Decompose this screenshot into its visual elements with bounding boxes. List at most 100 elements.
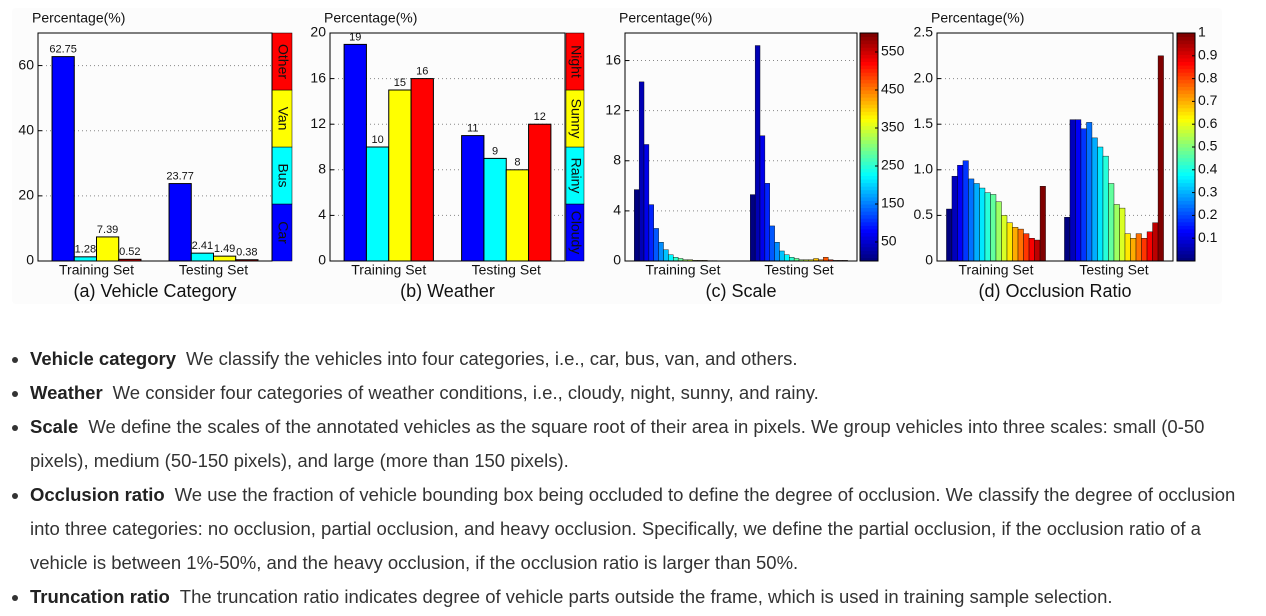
bar bbox=[1091, 137, 1098, 262]
colorbar-cell bbox=[860, 40, 878, 45]
colorbar-cell bbox=[860, 90, 878, 95]
caption: (c) Scale bbox=[705, 281, 776, 301]
plot-frame bbox=[37, 32, 273, 262]
bar bbox=[973, 183, 980, 262]
colorbar-cell bbox=[860, 61, 878, 66]
y-axis-label: Percentage(%) bbox=[619, 10, 712, 26]
bar bbox=[968, 178, 975, 262]
bar bbox=[1119, 207, 1126, 262]
value-label: 0.52 bbox=[119, 246, 140, 258]
colorbar-cell bbox=[860, 82, 878, 87]
colorbar-cell bbox=[860, 239, 878, 244]
colorbar-cell bbox=[860, 211, 878, 216]
colorbar-label: 0.8 bbox=[1198, 69, 1218, 85]
value-label: 7.39 bbox=[97, 224, 118, 236]
term: Scale bbox=[30, 416, 79, 437]
colorbar-label: 1 bbox=[1198, 24, 1206, 40]
bar bbox=[653, 228, 659, 262]
colorbar-cell bbox=[1177, 218, 1195, 223]
colorbar-cell bbox=[860, 118, 878, 123]
y-tick-label: 60 bbox=[18, 56, 34, 72]
colorbar-cell bbox=[860, 139, 878, 144]
colorbar-cell bbox=[1177, 168, 1195, 173]
colorbar-cell bbox=[1177, 68, 1195, 73]
y-tick-label: 0 bbox=[613, 252, 621, 268]
figure-panel bbox=[12, 8, 1222, 304]
bullet: Vehicle category We classify the vehicles… bbox=[30, 342, 1256, 376]
colorbar-cell bbox=[1177, 200, 1195, 205]
bar bbox=[957, 165, 964, 262]
colorbar-label: 350 bbox=[881, 119, 905, 135]
colorbar-cell bbox=[860, 253, 878, 258]
bar bbox=[634, 189, 640, 262]
x-tick-label: Training Set bbox=[351, 262, 426, 278]
colorbar-cell bbox=[1177, 189, 1195, 194]
colorbar-cell bbox=[1177, 143, 1195, 148]
bar bbox=[789, 257, 795, 262]
colorbar-cell bbox=[1177, 136, 1195, 141]
bar bbox=[190, 252, 215, 262]
desc: We consider four categories of weather c… bbox=[112, 382, 819, 403]
x-tick-label: Testing Set bbox=[764, 262, 833, 278]
legend-label: Night bbox=[568, 45, 584, 78]
colorbar-cell bbox=[860, 79, 878, 84]
colorbar-cell bbox=[860, 243, 878, 248]
bar bbox=[1023, 233, 1030, 262]
y-tick-label: 0 bbox=[925, 252, 933, 268]
desc: We classify the vehicles into four categ… bbox=[186, 348, 798, 369]
value-label: 23.77 bbox=[166, 170, 194, 182]
colorbar-cell bbox=[860, 65, 878, 70]
bar bbox=[1130, 237, 1137, 262]
bar bbox=[410, 78, 434, 262]
bar bbox=[1152, 222, 1159, 262]
bar bbox=[1135, 233, 1142, 262]
colorbar-cell bbox=[1177, 232, 1195, 237]
bar bbox=[823, 257, 829, 262]
bar bbox=[1001, 215, 1008, 262]
bullet: Weather We consider four categories of we… bbox=[30, 376, 1256, 410]
bar bbox=[643, 144, 650, 262]
colorbar-label: 0.3 bbox=[1198, 183, 1218, 199]
value-label: 2.41 bbox=[192, 240, 213, 252]
bar bbox=[673, 257, 679, 262]
colorbar-cell bbox=[860, 104, 878, 109]
desc: The truncation ratio indicates degree of… bbox=[179, 586, 1113, 607]
colorbar-cell bbox=[860, 75, 878, 80]
colorbar-cell bbox=[1177, 33, 1195, 38]
bar bbox=[365, 146, 390, 262]
bar bbox=[1080, 128, 1087, 262]
colorbar-cell bbox=[860, 189, 878, 194]
plot-frame bbox=[936, 32, 1174, 262]
colorbar-cell bbox=[860, 175, 878, 180]
colorbar-cell bbox=[1177, 93, 1195, 98]
y-axis-label: Percentage(%) bbox=[32, 10, 125, 26]
colorbar-cell bbox=[1177, 97, 1195, 102]
colorbar-cell bbox=[860, 236, 878, 241]
colorbar-cell bbox=[860, 57, 878, 62]
bar bbox=[73, 256, 97, 262]
bar bbox=[1108, 183, 1115, 262]
colorbar-cell bbox=[860, 186, 878, 191]
bar bbox=[648, 204, 654, 262]
colorbar-cell bbox=[860, 196, 878, 201]
colorbar-cell bbox=[860, 125, 878, 130]
colorbar-cell bbox=[860, 221, 878, 226]
bar bbox=[1012, 227, 1019, 262]
colorbar-cell bbox=[1177, 186, 1195, 191]
bar bbox=[528, 123, 552, 262]
colorbar-cell bbox=[1177, 228, 1195, 233]
colorbar-cell bbox=[1177, 204, 1195, 209]
value-label: 16 bbox=[416, 66, 428, 78]
colorbar-cell bbox=[1177, 154, 1195, 159]
y-tick-label: 0 bbox=[26, 252, 34, 268]
colorbar-cell bbox=[1177, 82, 1195, 87]
colorbar-cell bbox=[1177, 196, 1195, 201]
colorbar-cell bbox=[1177, 171, 1195, 176]
colorbar-label: 550 bbox=[881, 43, 905, 59]
bar bbox=[343, 43, 367, 262]
bar bbox=[51, 56, 75, 262]
bar bbox=[759, 135, 766, 262]
legend-label: Bus bbox=[275, 163, 291, 187]
y-tick-label: 4 bbox=[318, 206, 326, 222]
